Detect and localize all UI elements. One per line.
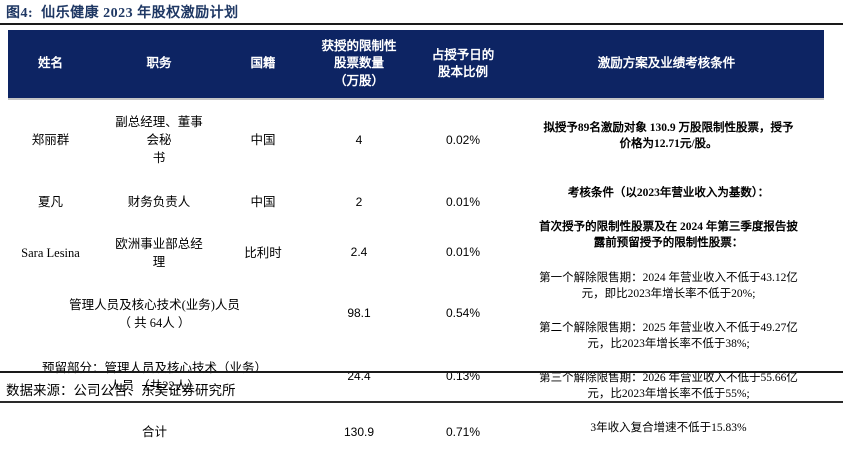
condition-period-1: 第一个解除限售期：2024 年营业收入不低于43.12亿 元，即比2023年增长…	[539, 271, 798, 300]
cell-position: 财务负责人	[127, 195, 191, 210]
table-row: 管理人员及核心技术(业务)人员 （ 共 64人 ） 98.1 0.54%	[8, 282, 824, 345]
table-row: Sara Lesina 欧洲事业部总经 理 比利时 2.4 0.01%	[8, 224, 824, 282]
col-header-name: 姓名	[8, 30, 93, 100]
cell-total-ratio: 0.71%	[445, 424, 481, 439]
col-header-nationality: 国籍	[225, 30, 301, 100]
col-header-ratio: 占授予日的 股本比例	[417, 30, 509, 100]
cell-shares: 2	[355, 194, 363, 209]
cell-name: 郑丽群	[31, 133, 70, 148]
cell-nationality: 中国	[250, 195, 276, 210]
cell-nationality: 比利时	[244, 246, 282, 261]
cell-shares: 4	[355, 132, 363, 147]
top-divider-line	[0, 23, 843, 25]
cell-total-label: 合计	[141, 425, 167, 440]
table-bottom-line	[0, 371, 843, 373]
cell-shares: 2.4	[350, 245, 368, 260]
col-header-position: 职务	[93, 30, 225, 100]
condition-period-3: 第三个解除限售期：2026 年营业收入不低于55.66亿 元，比2023年增长率…	[539, 371, 798, 400]
cell-shares: 98.1	[347, 306, 371, 320]
data-source-note: 数据来源：公司公告、东吴证券研究所	[6, 383, 236, 398]
table-header-row: 姓名 职务 国籍 获授的限制性 股票数量 （万股） 占授予日的 股本比例 激励方…	[8, 30, 824, 100]
cell-group: 预留部分：管理人员及核心技术（业务） 人员 （共22人）	[41, 360, 267, 393]
cell-group: 管理人员及核心技术(业务)人员 （ 共 64人 ）	[69, 297, 240, 330]
cell-name: Sara Lesina	[21, 246, 80, 261]
condition-period-2: 第二个解除限售期：2025 年营业收入不低于49.27亿 元，比2023年增长率…	[539, 321, 798, 350]
col-header-plan: 激励方案及业绩考核条件	[509, 30, 824, 100]
cell-shares: 24.4	[347, 369, 371, 384]
col-header-shares: 获授的限制性 股票数量 （万股）	[301, 30, 417, 100]
cell-ratio: 0.01%	[445, 245, 481, 260]
cell-ratio: 0.13%	[445, 369, 481, 384]
condition-cagr: 3年收入复合增速不低于15.83%	[590, 421, 747, 434]
figure-title: 图4: 仙乐健康 2023 年股权激励计划	[6, 6, 239, 21]
cell-total-shares: 130.9	[343, 424, 375, 439]
cell-name: 夏凡	[37, 195, 63, 210]
cell-ratio: 0.54%	[445, 306, 481, 320]
cell-nationality: 中国	[250, 133, 276, 148]
cell-ratio: 0.01%	[445, 194, 481, 209]
cell-position: 欧洲事业部总经 理	[115, 236, 203, 270]
assessment-title: 考核条件（以2023年营业收入为基数）：	[567, 187, 770, 200]
page-bottom-line	[0, 401, 843, 403]
grant-summary: 拟授予89名激励对象 130.9 万股限制性股票，授予 价格为12.71元/股。	[543, 122, 794, 151]
cell-position: 副总经理、董事 会秘 书	[115, 115, 203, 166]
cell-ratio: 0.02%	[445, 132, 481, 147]
table-row: 夏凡 财务负责人 中国 2 0.01%	[8, 181, 824, 224]
table-row: 郑丽群 副总经理、董事 会秘 书 中国 4 0.02% 拟授予89名激励对象 1…	[8, 99, 824, 434]
assessment-scope: 首次授予的限制性股票及在 2024 年第三季度报告披 露前预留授予的限制性股票：	[539, 221, 798, 250]
